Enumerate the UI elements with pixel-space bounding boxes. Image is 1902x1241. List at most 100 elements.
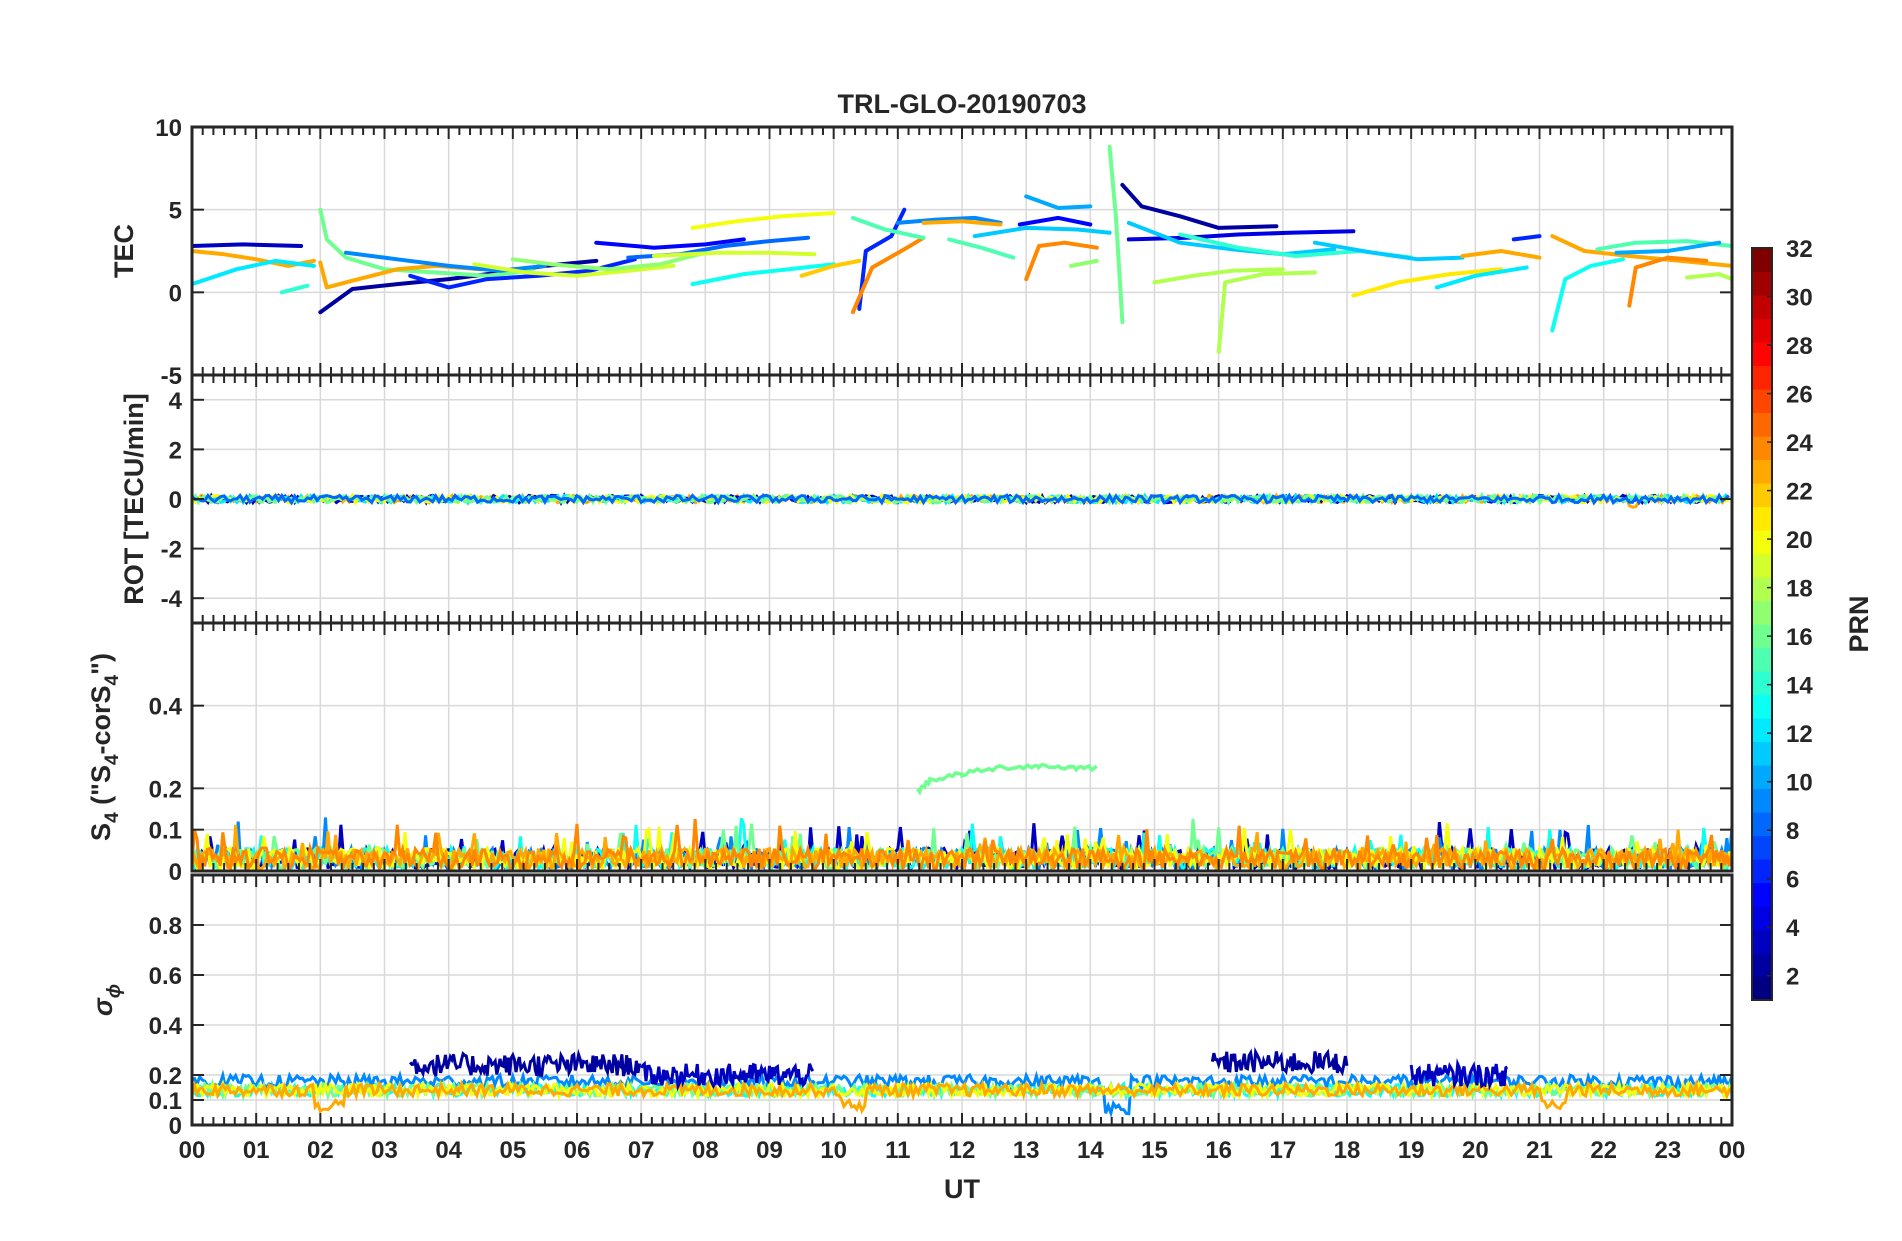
sigma_phi-ytick-label: 0.1 [149,1088,182,1115]
tec-series-line [799,258,862,278]
sigma_phi-ytick-label: 0.2 [149,1063,182,1090]
x-tick-label: 21 [1526,1137,1553,1164]
sigma_phi-ytick-label: 0.6 [149,963,182,990]
colorbar-swatch [1752,788,1772,813]
rot-series-group [192,491,1731,509]
tec-series-line [192,242,304,248]
colorbar-tick-label: 28 [1786,333,1813,360]
tec-series-line [1120,182,1279,230]
colorbar-swatch [1752,295,1772,320]
colorbar-tick-label: 22 [1786,479,1813,506]
sigma_phi-ytick-label: 0 [169,1113,182,1140]
colorbar-swatch [1752,577,1772,602]
tec-series-line [1614,240,1722,255]
tec-ytick-label: 0 [169,280,182,307]
tec-series-line [279,283,310,295]
rot-ylabel: ROT [TECU/min] [119,393,149,604]
tec-series-line [1126,220,1337,257]
tec-series-line [850,235,926,315]
tec-series-line [192,258,316,287]
tec-series-line [921,219,1003,227]
colorbar-frame [1751,247,1773,1001]
rot-ytick-label: 4 [169,388,183,415]
x-tick-label: 14 [1077,1137,1104,1164]
tec-series-line [850,215,926,240]
tec-series-line [1351,267,1503,298]
colorbar-swatch [1752,929,1772,954]
tec-series-line [1550,257,1625,333]
x-tick-label: 00 [179,1137,206,1164]
tec-ylabel: TEC [109,224,139,278]
x-tick-label: 00 [1719,1137,1746,1164]
sigma-elevated-series [409,1048,642,1078]
sigma-series-line [192,1078,1732,1115]
tec-series-line [318,207,535,278]
tec-series-line [1460,249,1542,260]
colorbar-tick-label: 16 [1786,624,1813,651]
chart-title: TRL-GLO-20190703 [837,89,1086,119]
colorbar-swatch [1752,342,1772,367]
tec-series-line [972,225,1112,239]
colorbar-tick-label: 10 [1786,770,1813,797]
sigma_phi-series-group [192,1046,1732,1119]
colorbar-tick-label: 24 [1786,430,1813,457]
colorbar-swatch [1752,530,1772,555]
tec-series-line [1152,267,1285,285]
x-tick-label: 02 [307,1137,334,1164]
tec-series-line [510,250,708,272]
x-tick-label: 12 [949,1137,976,1164]
x-tick-label: 17 [1269,1137,1296,1164]
x-tick-label: 20 [1462,1137,1489,1164]
s4-ytick-label: 0.4 [149,694,183,721]
colorbar-swatch [1752,765,1772,790]
rot-ytick-label: -4 [161,586,183,613]
colorbar-tick-label: 20 [1786,527,1813,554]
x-tick-label: 10 [820,1137,847,1164]
x-tick-label: 04 [435,1137,462,1164]
colorbar-label: PRN [1844,595,1874,652]
sigma-elevated-series [639,1060,815,1092]
colorbar-swatch [1752,647,1772,672]
sigma-elevated-series [1409,1058,1509,1091]
x-tick-label: 19 [1398,1137,1425,1164]
tec-series-line [1017,215,1093,227]
tec-series-line [594,237,746,250]
colorbar-tick-label: 14 [1786,673,1813,700]
x-tick-label: 01 [243,1137,270,1164]
colorbar-swatch [1752,271,1772,296]
tec-ytick-label: -5 [161,363,182,390]
tec-series-line [1434,265,1529,290]
x-tick-label: 23 [1654,1137,1681,1164]
x-tick-label: 22 [1590,1137,1617,1164]
colorbar-swatch [1752,835,1772,860]
tec-series-line [1685,272,1732,282]
colorbar-swatch [1752,906,1772,931]
colorbar-swatch [1752,718,1772,743]
tec-series-line [895,215,1003,225]
tec-series-line [1069,258,1099,268]
tec-series-line [690,211,836,230]
x-tick-label: 18 [1334,1137,1361,1164]
colorbar-swatch [1752,976,1772,1001]
sigma_phi-ytick-label: 0.8 [149,913,182,940]
sigma_phi-ytick-label: 0.4 [149,1013,183,1040]
data-layer [192,144,1732,1119]
colorbar-tick-label: 12 [1786,721,1813,748]
s4-ytick-label: 0.1 [149,818,182,845]
sigma-ylabel: σϕ [88,984,125,1016]
tec-series-line [1627,255,1709,308]
tec-series-line [690,262,836,287]
colorbar-swatch [1752,624,1772,649]
rot-series-line [192,492,1730,506]
tec-series-line [1511,234,1542,242]
colorbar-swatch [1752,859,1772,884]
s4-ylabel-main: S [86,823,116,841]
x-tick-label: 03 [371,1137,398,1164]
s4-ylabel-sub: 4 [102,812,123,823]
x-tick-label: 11 [885,1137,910,1164]
rot-ytick-label: -2 [161,537,182,564]
colorbar-tick-label: 6 [1786,867,1799,894]
tec-series-line [1024,240,1099,282]
